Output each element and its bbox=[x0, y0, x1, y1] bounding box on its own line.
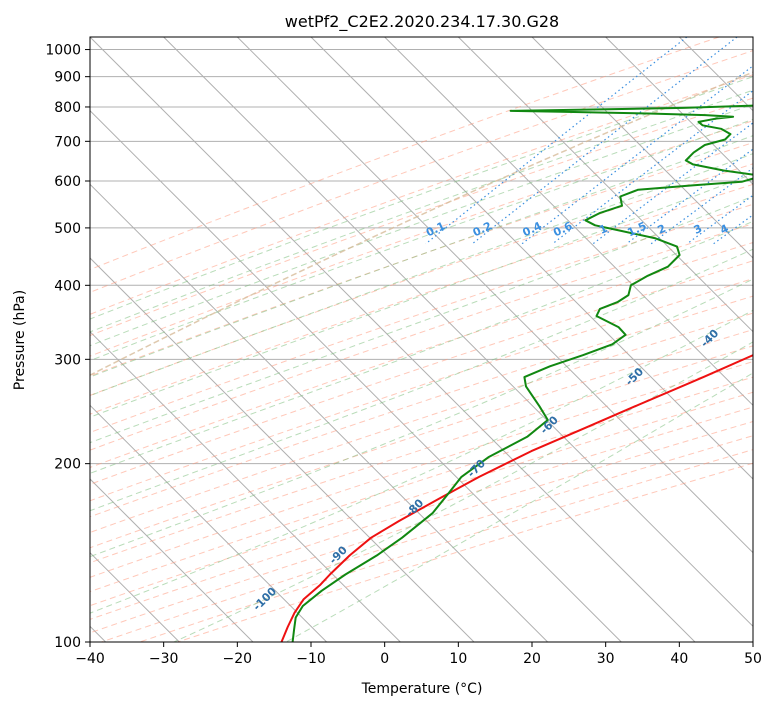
isotherm bbox=[90, 109, 622, 642]
y-tick-label: 100 bbox=[54, 635, 81, 651]
moist-adiabat bbox=[90, 195, 753, 444]
y-tick-label: 900 bbox=[54, 70, 81, 86]
dry-adiabat bbox=[90, 50, 753, 293]
isotherm bbox=[605, 37, 753, 186]
dry-adiabats bbox=[90, 37, 753, 642]
dry-adiabat bbox=[90, 329, 753, 549]
isotherm bbox=[90, 183, 549, 642]
x-axis-ticks: −40 −30 −20 −10 0 10 20 30 40 50 bbox=[75, 642, 762, 667]
pressure-gridlines bbox=[90, 49, 753, 642]
moist-adiabat bbox=[90, 76, 753, 320]
isotherm bbox=[163, 37, 753, 628]
mixing-ratio-lines bbox=[425, 37, 753, 245]
x-axis-label: Temperature (°C) bbox=[361, 681, 483, 697]
y-axis-ticks: 100 200 300 400 500 600 700 800 900 1000 bbox=[45, 43, 90, 651]
mixing-ratio-line bbox=[626, 148, 753, 245]
isotherm bbox=[90, 404, 328, 642]
x-tick-label: 40 bbox=[670, 651, 688, 667]
lcl-curve bbox=[90, 71, 753, 377]
isotherm bbox=[384, 37, 753, 407]
isotherm bbox=[310, 37, 753, 480]
y-tick-label: 500 bbox=[54, 221, 81, 237]
isotherm bbox=[90, 37, 696, 642]
dry-adiabat bbox=[177, 462, 753, 642]
isotherm bbox=[531, 37, 753, 259]
x-tick-label: −40 bbox=[75, 651, 105, 667]
dry-adiabat bbox=[90, 345, 753, 564]
y-tick-label: 400 bbox=[54, 278, 81, 294]
chart-title: wetPf2_C2E2.2020.234.17.30.G28 bbox=[285, 12, 559, 32]
mixing-ratio-line bbox=[686, 194, 753, 245]
moist-adiabat bbox=[90, 248, 753, 512]
dry-adiabat bbox=[101, 435, 753, 642]
dry-adiabat bbox=[90, 183, 753, 415]
x-tick-label: 30 bbox=[597, 651, 615, 667]
moist-adiabat bbox=[90, 153, 753, 397]
moist-adiabat bbox=[90, 173, 753, 418]
y-axis-label: Pressure (hPa) bbox=[12, 290, 28, 390]
dewpoint-line bbox=[291, 104, 753, 642]
isotherm bbox=[90, 330, 401, 642]
dry-adiabat bbox=[90, 163, 753, 396]
y-tick-label: 200 bbox=[54, 457, 81, 473]
x-tick-label: 10 bbox=[449, 651, 467, 667]
mixing-ratio-line bbox=[425, 37, 688, 245]
lcl-curve-line bbox=[90, 71, 753, 377]
dry-adiabat bbox=[90, 142, 753, 377]
dry-adiabat bbox=[139, 449, 753, 642]
dry-adiabat bbox=[90, 361, 753, 578]
mixing-ratio-line bbox=[552, 89, 753, 245]
profile-series bbox=[280, 104, 753, 642]
isotherm bbox=[236, 37, 753, 554]
dry-adiabat bbox=[90, 97, 753, 337]
temperature-line bbox=[280, 354, 753, 642]
mixing-ratio-line bbox=[471, 37, 738, 245]
x-tick-label: 0 bbox=[380, 651, 389, 667]
plot-frame bbox=[89, 36, 754, 643]
moist-adiabat bbox=[90, 89, 753, 333]
isotherm bbox=[90, 257, 475, 642]
y-tick-label: 300 bbox=[54, 352, 81, 368]
moist-adiabat bbox=[90, 278, 753, 558]
x-tick-label: 20 bbox=[523, 651, 541, 667]
y-tick-label: 700 bbox=[54, 134, 81, 150]
x-tick-label: −20 bbox=[223, 651, 253, 667]
x-tick-label: −30 bbox=[149, 651, 179, 667]
dry-adiabat bbox=[90, 120, 753, 357]
y-tick-label: 600 bbox=[54, 174, 81, 190]
x-tick-label: −10 bbox=[296, 651, 326, 667]
y-tick-label: 800 bbox=[54, 100, 81, 116]
y-tick-label: 1000 bbox=[45, 43, 81, 59]
moist-adiabat bbox=[90, 118, 753, 362]
plot-area: -100-90-80-70-60-50-40-30-20-10010203040… bbox=[90, 37, 753, 642]
moist-adiabats bbox=[90, 76, 753, 642]
dry-adiabat bbox=[90, 37, 720, 271]
x-tick-label: 50 bbox=[744, 651, 762, 667]
